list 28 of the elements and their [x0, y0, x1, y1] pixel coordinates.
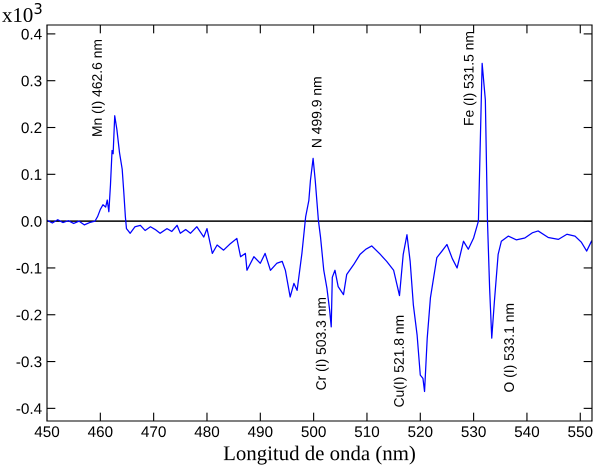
y-tick-label: 0.0 — [22, 216, 42, 227]
annotation: Mn (I) 462.6 nm — [92, 40, 105, 136]
y-tick-label: -0.3 — [16, 356, 42, 368]
x-axis-title: Longitud de onda (nm) — [224, 446, 415, 465]
annotation: Fe (I) 531.5 nm — [463, 32, 476, 125]
y-axis-title: x10$^{3}$ — [2, 3, 42, 22]
x-tick-label: 510 — [354, 426, 380, 438]
y-tick-label: 0.4 — [22, 28, 42, 40]
x-tick-label: 500 — [302, 426, 326, 438]
x-tick-label: 470 — [141, 426, 166, 438]
x-tick-label: 540 — [514, 426, 540, 438]
x-tick-label: 450 — [34, 426, 60, 438]
x-tick-label: 480 — [194, 426, 220, 438]
y-tick-label: -0.4 — [16, 403, 42, 414]
y-tick-label: 0.1 — [22, 169, 42, 180]
x-tick-label: 550 — [568, 426, 592, 438]
annotation: Cr (I) 503.3 nm — [316, 298, 329, 390]
y-tick-label: -0.2 — [16, 310, 42, 320]
x-tick-label: 460 — [88, 426, 112, 438]
x-tick-label: 530 — [461, 426, 486, 438]
x-tick-label: 490 — [248, 426, 272, 438]
y-tick-label: -0.1 — [16, 262, 42, 274]
annotation: O (I) 533.1 nm — [504, 304, 517, 392]
x-tick-label: 520 — [408, 426, 432, 438]
y-tick-label: 0.3 — [22, 76, 42, 86]
y-tick-label: 0.2 — [22, 122, 42, 134]
annotation: Cu(I) 521.8 nm — [394, 316, 407, 407]
annotation: N 499.9 nm — [312, 77, 322, 148]
